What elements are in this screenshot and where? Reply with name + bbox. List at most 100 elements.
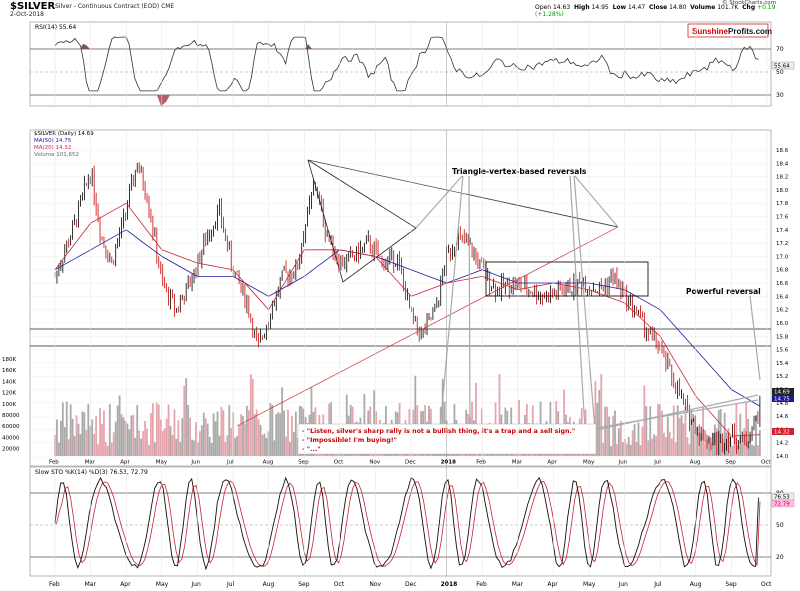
price-bars bbox=[54, 162, 761, 456]
svg-text:SunshineProfits.com: SunshineProfits.com bbox=[692, 27, 772, 36]
volume-bar bbox=[287, 409, 289, 456]
volume-bar bbox=[103, 410, 105, 456]
volume-bar bbox=[600, 373, 603, 456]
volume-bar bbox=[253, 414, 256, 456]
x-tick-label: Jul bbox=[653, 460, 661, 466]
volume-bar bbox=[700, 433, 703, 456]
volume-bar bbox=[414, 375, 417, 456]
volume-bar bbox=[259, 424, 262, 456]
volume-bar bbox=[608, 416, 611, 456]
x-tick-label: Feb bbox=[49, 581, 60, 588]
volume-tick-label: 40000 bbox=[2, 435, 20, 441]
volume-bar bbox=[124, 421, 127, 456]
watermark: SunshineProfits.com bbox=[687, 23, 772, 38]
volume-bar bbox=[181, 418, 184, 456]
volume-bar bbox=[122, 417, 125, 456]
rising-trendline bbox=[236, 226, 619, 427]
volume-bar bbox=[163, 428, 166, 456]
price-tick-label: 15.8 bbox=[776, 334, 789, 340]
volume-bar bbox=[161, 430, 164, 456]
rsi-tick-50: 50 bbox=[776, 69, 784, 76]
volume-bar bbox=[614, 410, 616, 456]
volume-bar bbox=[606, 406, 609, 456]
volume-bar bbox=[63, 427, 66, 456]
price-tick-label: 17.6 bbox=[776, 215, 789, 221]
legend-ma20: MA(20) 14.32 bbox=[34, 145, 71, 151]
volume-bar bbox=[79, 434, 82, 456]
volume-bar bbox=[206, 423, 209, 456]
volume-bar bbox=[688, 444, 691, 456]
watermark-part2: Profits.com bbox=[728, 27, 772, 36]
x-tick-label: Jul bbox=[226, 460, 234, 466]
volume-bar bbox=[58, 442, 60, 456]
volume-bar bbox=[275, 413, 278, 456]
volume-bar bbox=[208, 436, 211, 456]
volume-bar bbox=[291, 415, 293, 456]
svg-text:Powerful reversal: Powerful reversal bbox=[686, 287, 761, 296]
annotation-quote-box: - "Listen, silver's sharp rally is not a… bbox=[297, 423, 597, 455]
volume-bar bbox=[731, 445, 734, 456]
volume-bar bbox=[148, 444, 150, 456]
volume-bar bbox=[621, 442, 624, 456]
volume-bar bbox=[69, 404, 72, 456]
volume-bar bbox=[663, 432, 665, 456]
volume-bar bbox=[155, 402, 158, 456]
price-tick-label: 14.6 bbox=[776, 414, 789, 420]
volume-bar bbox=[639, 445, 642, 456]
sto-tick-50: 50 bbox=[776, 522, 784, 529]
consolidation-box bbox=[485, 261, 649, 297]
volume-bar bbox=[214, 421, 217, 456]
rsi-line bbox=[54, 36, 759, 92]
price-tick-label: 17.2 bbox=[776, 241, 788, 247]
x-tick-label: Sep bbox=[725, 581, 737, 588]
x-tick-label: Oct bbox=[334, 581, 345, 588]
sto-d-line bbox=[56, 480, 761, 567]
rsi-tick-30: 30 bbox=[776, 92, 784, 99]
x-tick-label: Sep bbox=[298, 581, 310, 588]
x-tick-label: Nov bbox=[369, 581, 381, 588]
volume-bar bbox=[273, 440, 276, 456]
volume-bar bbox=[81, 411, 84, 456]
tag-close: 14.69 bbox=[774, 390, 790, 396]
volume-bar bbox=[71, 418, 74, 456]
volume-bar bbox=[222, 410, 225, 456]
x-tick-label: Jun bbox=[618, 460, 628, 466]
volume-bar bbox=[157, 404, 160, 456]
svg-text:Triangle-vertex-based reversal: Triangle-vertex-based reversals bbox=[452, 167, 587, 176]
volume-bar bbox=[132, 415, 135, 456]
volume-bar bbox=[236, 435, 238, 456]
volume-bar bbox=[627, 436, 630, 456]
resistance-trendline-2 bbox=[465, 193, 619, 228]
x-tick-label: Sep bbox=[725, 460, 736, 466]
volume-bar bbox=[594, 381, 597, 456]
volume-bar bbox=[692, 414, 695, 456]
price-panel: 18.6 18.4 18.2 18.0 17.8 17.6 17.4 17.2 17.0 16.8… bbox=[2, 129, 794, 467]
volume-bar bbox=[441, 378, 444, 456]
volume-bar bbox=[651, 438, 654, 456]
x-tick-label: Apr bbox=[120, 460, 130, 466]
price-tick-label: 16.8 bbox=[776, 268, 789, 274]
volume-bar bbox=[758, 430, 761, 456]
volume-bar bbox=[604, 406, 607, 456]
volume-bar bbox=[277, 412, 280, 456]
volume-bar bbox=[169, 426, 172, 456]
volume-bar bbox=[202, 412, 205, 456]
volume-bar bbox=[75, 415, 78, 456]
volume-bar bbox=[292, 432, 295, 456]
rsi-value-tag: 55.64 bbox=[774, 64, 790, 70]
volume-bar bbox=[668, 431, 671, 456]
volume-bar bbox=[87, 403, 90, 456]
tag-ma50: 14.75 bbox=[774, 397, 790, 403]
volume-bar bbox=[625, 443, 628, 456]
x-tick-label: Feb bbox=[476, 460, 486, 466]
volume-bar bbox=[159, 419, 162, 456]
x-tick-label: Jun bbox=[190, 581, 201, 588]
price-tick-label: 18.2 bbox=[776, 175, 788, 181]
price-tick-label: 14.0 bbox=[776, 454, 789, 460]
volume-bar bbox=[99, 408, 101, 456]
watermark-part1: Sunshine bbox=[692, 27, 729, 36]
volume-bar bbox=[193, 440, 195, 456]
volume-bar bbox=[187, 404, 190, 456]
volume-bar bbox=[655, 435, 658, 456]
volume-bar bbox=[755, 415, 757, 456]
